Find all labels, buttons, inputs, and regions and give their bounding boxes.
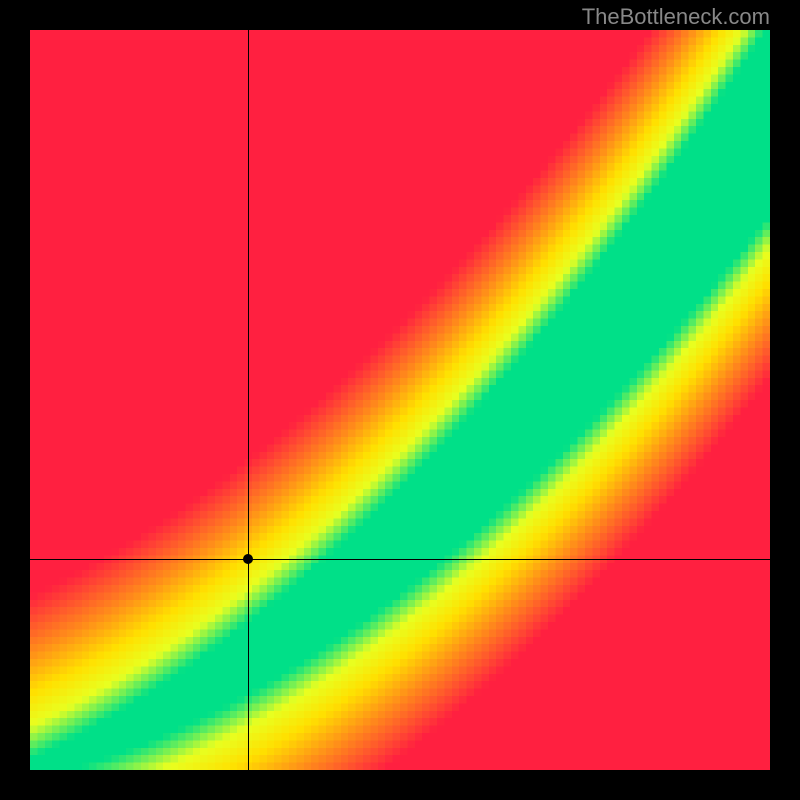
bottleneck-heatmap [30, 30, 770, 770]
crosshair-horizontal [30, 559, 770, 560]
crosshair-vertical [248, 30, 249, 770]
watermark-text: TheBottleneck.com [582, 4, 770, 30]
selection-marker [243, 554, 253, 564]
bottleneck-heatmap-container [30, 30, 770, 770]
